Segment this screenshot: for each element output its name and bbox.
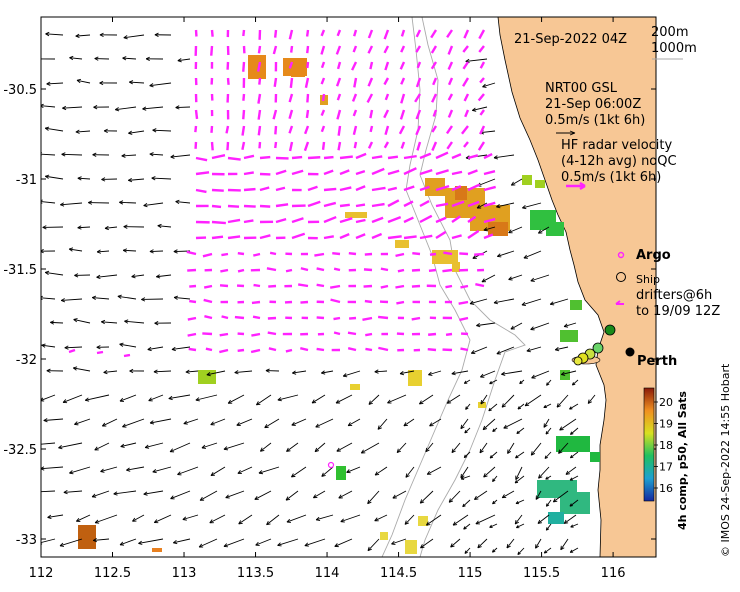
radar-title-label: HF radar velocity	[561, 138, 673, 153]
x-tick-label: 115	[458, 566, 483, 581]
y-tick-label: -32.5	[3, 443, 37, 458]
y-tick-label: -31	[16, 173, 37, 188]
x-tick-label: 113.5	[237, 566, 274, 581]
timestamp-label: 21-Sep-2022 04Z	[514, 32, 627, 47]
x-tick-label: 114	[315, 566, 340, 581]
credit-label: © IMOS 24-Sep-2022 14:55 Hobart	[719, 363, 732, 557]
y-tick-label: -30.5	[3, 83, 37, 98]
model-name-label: NRT00 GSL	[545, 81, 618, 96]
radar-scale-arrow	[566, 181, 586, 191]
perth-label: Perth	[637, 354, 677, 369]
drifter-legend-label-1: drifters@6h	[636, 288, 712, 303]
x-tick-label: 114.5	[380, 566, 417, 581]
argo-legend-icon	[617, 251, 625, 259]
ship-legend-label: Ship	[636, 273, 660, 286]
x-axis: 112 112.5 113 113.5 114 114.5 115 115.5 116	[29, 17, 626, 581]
model-scale-label: 0.5m/s (1kt 6h)	[545, 113, 645, 128]
radar-avg-label: (4-12h avg) noQC	[561, 154, 677, 169]
argo-legend-label: Argo	[636, 248, 671, 263]
colorbar-tick-label: 20	[659, 396, 673, 409]
land-area	[497, 17, 656, 557]
drifter-legend-label-2: to 19/09 12Z	[636, 304, 720, 319]
radar-scale-label: 0.5m/s (1kt 6h)	[561, 170, 661, 185]
model-scale-arrow	[556, 130, 576, 136]
perth-marker	[625, 347, 635, 357]
x-tick-label: 116	[601, 566, 626, 581]
isobath-200m	[419, 17, 526, 557]
ship-legend-icon	[616, 272, 626, 282]
model-time-label: 21-Sep 06:00Z	[545, 97, 641, 112]
sst-colorbar: 20 19 18 17 16	[643, 387, 673, 502]
x-tick-label: 112	[29, 566, 54, 581]
y-tick-label: -33	[16, 533, 37, 548]
argo-float-marker	[327, 461, 335, 469]
isobath-200m-label: 200m	[651, 25, 688, 40]
colorbar-title: 4h comp, p50, All Sats	[676, 391, 689, 530]
colorbar-tick-label: 19	[659, 418, 673, 431]
colorbar-tick-label: 17	[659, 461, 673, 474]
isobath-1000m	[381, 17, 471, 557]
hf-radar-arrows	[68, 29, 496, 358]
y-tick-label: -32	[16, 353, 37, 368]
x-tick-label: 113	[172, 566, 197, 581]
drifter-legend-icon	[615, 300, 624, 305]
x-tick-label: 112.5	[94, 566, 131, 581]
y-axis: -30.5 -31 -31.5 -32 -32.5 -33	[3, 83, 656, 548]
isobath-1000m-label: 1000m	[651, 41, 697, 56]
colorbar-tick-label: 16	[659, 482, 673, 495]
ship-markers	[573, 324, 616, 366]
y-tick-label: -31.5	[3, 263, 37, 278]
x-tick-label: 115.5	[523, 566, 560, 581]
colorbar-tick-label: 18	[659, 439, 673, 452]
